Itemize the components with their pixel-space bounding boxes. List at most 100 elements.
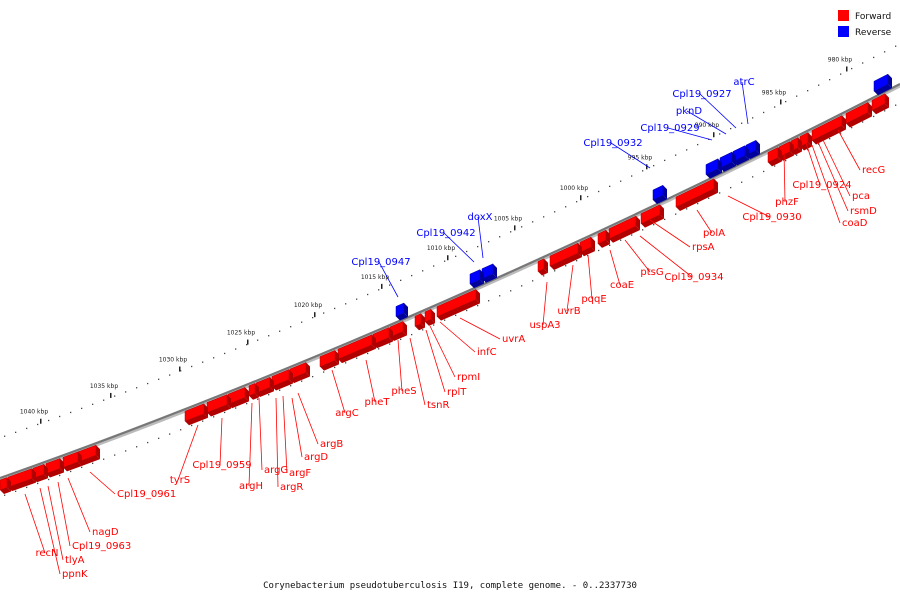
- forward-gene-label: uvrB: [557, 306, 580, 317]
- leader-line: [696, 209, 713, 234]
- tick-dot: [554, 211, 556, 213]
- forward-gene-label: recG: [862, 165, 885, 176]
- tick-dot: [664, 218, 666, 221]
- gene-side: [63, 461, 82, 472]
- tick-dot: [147, 382, 149, 385]
- tick-dot: [532, 280, 534, 282]
- leader-line: [783, 149, 786, 203]
- forward-gene-label: pheT: [365, 397, 391, 408]
- gene-end: [798, 137, 802, 152]
- tick-dot: [114, 395, 116, 397]
- tick-dot: [895, 45, 897, 47]
- tick-dot: [400, 279, 402, 282]
- gene-end: [591, 237, 595, 252]
- leader-line: [459, 317, 501, 340]
- leader-line: [291, 397, 303, 458]
- gene-end: [372, 334, 376, 349]
- tick-dot: [774, 165, 776, 167]
- tick-dot: [103, 458, 105, 460]
- major-tick: [580, 195, 582, 201]
- legend-reverse-swatch: [838, 26, 849, 37]
- forward-gene-label: argR: [280, 482, 303, 493]
- tick-label: 1000 kbp: [560, 185, 588, 192]
- forward-gene: [424, 308, 435, 326]
- gene-side: [800, 142, 812, 151]
- leader-line: [439, 321, 476, 353]
- tick-dot: [642, 170, 644, 172]
- tick-dot: [752, 117, 754, 119]
- forward-gene-label: tlyA: [65, 555, 85, 566]
- forward-gene-label: pqqE: [581, 294, 606, 305]
- tick-dot: [92, 462, 94, 464]
- tick-label: 1015 kbp: [361, 274, 389, 281]
- tick-dot: [873, 115, 875, 118]
- leader-line: [805, 142, 821, 186]
- gene-end: [868, 102, 872, 117]
- tick-dot: [620, 239, 622, 241]
- tick-dot: [466, 250, 468, 253]
- gene-side: [207, 404, 231, 417]
- forward-gene: [549, 242, 582, 271]
- gene-side: [768, 157, 782, 167]
- gene-end: [885, 93, 889, 108]
- tick-dot: [554, 270, 556, 272]
- legend-forward-swatch: [838, 10, 849, 21]
- major-tick: [514, 225, 516, 231]
- gene-end: [544, 258, 548, 273]
- gene-end: [404, 302, 408, 317]
- gene-side: [390, 331, 407, 342]
- leader-line: [822, 139, 851, 197]
- forward-gene: [414, 313, 425, 331]
- reverse-gene: [469, 269, 484, 289]
- forward-gene-label: argB: [320, 439, 343, 450]
- tick-dot: [114, 454, 116, 456]
- tick-dot: [763, 111, 765, 114]
- tick-dot: [675, 154, 677, 156]
- gene-end: [289, 369, 293, 384]
- major-tick: [646, 164, 648, 170]
- gene-side: [437, 299, 480, 321]
- genome-backbone: [0, 83, 900, 482]
- gene-end: [227, 394, 231, 409]
- gene-side: [550, 253, 582, 271]
- forward-gene: [248, 382, 259, 400]
- major-tick: [780, 99, 782, 105]
- leader-line: [667, 127, 713, 141]
- gene-side: [46, 468, 64, 478]
- leader-line: [477, 216, 484, 259]
- forward-gene-label: Cpl19_0930: [742, 212, 801, 223]
- gene-side: [33, 474, 48, 483]
- leader-line: [686, 110, 727, 135]
- tick-dot: [774, 106, 776, 108]
- forward-gene: [767, 147, 782, 167]
- tick-dot: [477, 245, 479, 248]
- major-tick: [447, 255, 449, 261]
- tick-dot: [675, 213, 677, 215]
- tick-dot: [323, 371, 325, 373]
- tick-dot: [378, 348, 380, 350]
- tick-dot: [653, 223, 655, 226]
- tick-dot: [213, 357, 215, 359]
- leader-line: [47, 485, 64, 561]
- forward-gene-label: argC: [335, 408, 358, 419]
- leader-line: [409, 337, 426, 406]
- forward-gene: [45, 458, 64, 478]
- tick-dot: [499, 236, 501, 238]
- forward-gene: [579, 236, 595, 257]
- tick-dot: [576, 201, 578, 203]
- tick-label: 995 kbp: [628, 154, 653, 161]
- leader-line: [89, 471, 116, 495]
- tick-dot: [147, 441, 149, 444]
- forward-gene-label: rsmD: [850, 206, 877, 217]
- gene-end: [493, 263, 497, 278]
- tick-dot: [796, 154, 798, 156]
- tick-dot: [191, 424, 193, 427]
- tick-dot: [235, 407, 237, 409]
- forward-gene: [811, 115, 846, 145]
- gene-end: [335, 350, 339, 365]
- tick-dot: [697, 143, 699, 146]
- leader-line: [443, 232, 475, 263]
- reverse-gene-label: pknD: [676, 106, 702, 117]
- leader-line: [275, 397, 279, 488]
- forward-gene: [206, 394, 231, 417]
